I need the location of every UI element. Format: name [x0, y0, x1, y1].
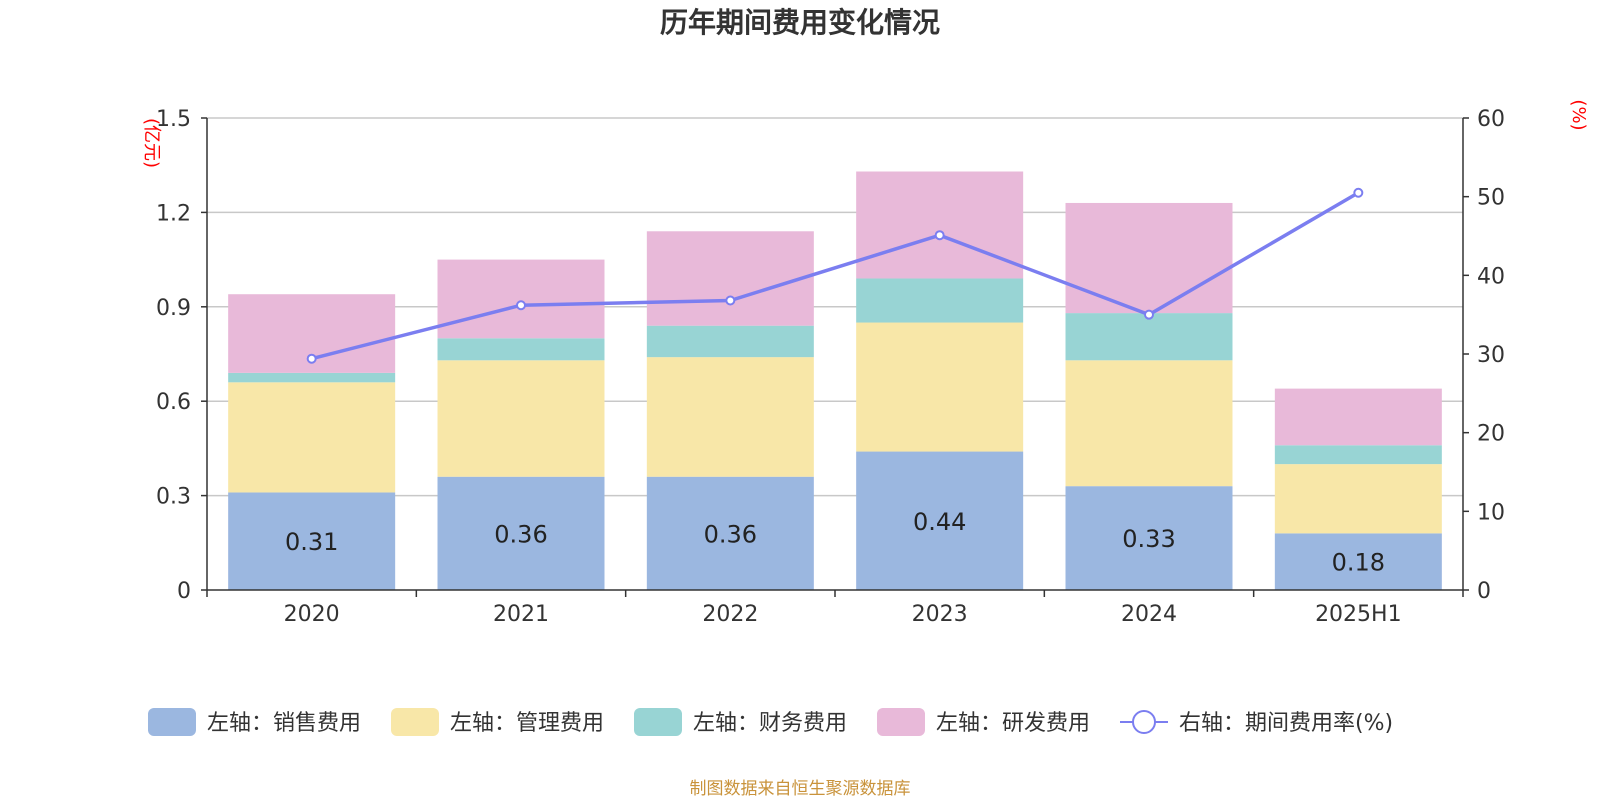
right-axis-tick-label: 40 — [1477, 264, 1505, 289]
legend-item-4: 右轴：期间费用率(%) — [1120, 710, 1393, 736]
bar-segment-0 — [228, 492, 396, 590]
bar-segment-0 — [1274, 533, 1442, 590]
bar-segment-1 — [228, 382, 396, 493]
right-axis-tick-label: 20 — [1477, 422, 1505, 447]
legend-item-3: 左轴：研发费用 — [877, 708, 1090, 736]
rate-line-point — [1144, 309, 1154, 320]
axes: 0 0.3 0.6 0.9 1.2 1.5 0 10 20 30 40 50 60 2020 2021 202… — [156, 107, 1505, 627]
x-axis-tick-label: 2022 — [702, 602, 758, 627]
bar-segment-1 — [1274, 464, 1442, 534]
bar-segment-3 — [856, 171, 1024, 279]
legend-marker — [1132, 710, 1156, 734]
legend-swatch — [391, 708, 439, 736]
legend-swatch — [148, 708, 196, 736]
legend-item-2: 左轴：财务费用 — [634, 708, 847, 736]
legend-label: 左轴：销售费用 — [207, 711, 361, 736]
bar-labels: 0.31 0.36 0.36 0.44 0.33 0.18 — [285, 508, 1385, 577]
legend-item-1: 左轴：管理费用 — [391, 708, 604, 736]
source-note: 制图数据来自恒生聚源数据库 — [690, 779, 911, 799]
right-axis-tick-label: 60 — [1477, 107, 1505, 132]
left-axis-tick-label: 0.9 — [156, 296, 191, 321]
bar-segment-2 — [1274, 445, 1442, 465]
rate-line-point — [934, 230, 945, 241]
left-axis-tick-label: 0.3 — [156, 485, 191, 510]
bar-segment-3 — [1065, 202, 1233, 314]
x-axis-tick-label: 2020 — [284, 602, 340, 627]
bar-segment-0 — [856, 451, 1024, 590]
bar-segment-2 — [228, 372, 396, 383]
rate-line-point — [306, 353, 317, 364]
legend-swatch — [634, 708, 682, 736]
legend-label: 右轴：期间费用率(%) — [1179, 711, 1393, 736]
left-axis-tick-label: 1.5 — [156, 107, 191, 132]
bar-data-label: 0.31 — [285, 528, 338, 556]
right-axis-tick-label: 0 — [1477, 579, 1491, 604]
grid — [207, 117, 1463, 497]
right-axis-unit: (%) — [1568, 99, 1589, 130]
bar-data-label: 0.36 — [704, 520, 757, 548]
bar-data-label: 0.18 — [1332, 549, 1385, 577]
bar-segment-0 — [646, 476, 814, 590]
rate-line — [306, 187, 1364, 364]
legend-label: 左轴：管理费用 — [450, 711, 604, 736]
bar-segment-3 — [646, 231, 814, 326]
bar-segment-0 — [1065, 486, 1233, 590]
x-axis-tick-label: 2025H1 — [1315, 602, 1402, 627]
bar-data-label: 0.33 — [1122, 525, 1175, 553]
right-axis-tick-label: 10 — [1477, 500, 1505, 525]
x-axis-tick-label: 2023 — [912, 602, 968, 627]
rate-line-point — [516, 300, 526, 311]
bars — [228, 171, 1442, 590]
bar-segment-3 — [437, 259, 605, 339]
x-axis-tick-label: 2024 — [1121, 602, 1177, 627]
bar-segment-0 — [437, 476, 605, 590]
left-axis-tick-label: 0 — [177, 579, 191, 604]
bar-data-label: 0.44 — [913, 508, 966, 536]
left-axis-tick-label: 0.6 — [156, 390, 191, 415]
left-axis-tick-label: 1.2 — [156, 201, 191, 226]
rate-line-path — [311, 191, 1360, 361]
legend-swatch — [877, 708, 925, 736]
bar-segment-1 — [646, 357, 814, 477]
x-axis-tick-label: 2021 — [493, 602, 549, 627]
bar-segment-3 — [1274, 388, 1442, 446]
right-axis-tick-label: 30 — [1477, 343, 1505, 368]
legend-label: 左轴：财务费用 — [693, 711, 847, 736]
bar-segment-1 — [856, 322, 1024, 452]
left-axis-unit: (亿元) — [141, 118, 162, 168]
right-axis-tick-label: 50 — [1477, 186, 1505, 211]
bar-segment-2 — [646, 325, 814, 358]
legend-item-0: 左轴：销售费用 — [148, 708, 361, 736]
bar-segment-2 — [1065, 313, 1233, 361]
bar-data-label: 0.36 — [494, 520, 547, 548]
bar-segment-1 — [437, 360, 605, 477]
bar-segment-2 — [856, 278, 1024, 323]
chart-title: 历年期间费用变化情况 — [660, 6, 940, 39]
rate-line-point — [1353, 187, 1364, 198]
rate-line-point — [725, 295, 736, 306]
legend: 左轴：销售费用 左轴：管理费用 左轴：财务费用 左轴：研发费用 右轴：期间费用率(%) — [148, 708, 1393, 736]
bar-segment-2 — [437, 338, 605, 361]
bar-segment-1 — [1065, 360, 1233, 487]
legend-label: 左轴：研发费用 — [936, 711, 1090, 736]
